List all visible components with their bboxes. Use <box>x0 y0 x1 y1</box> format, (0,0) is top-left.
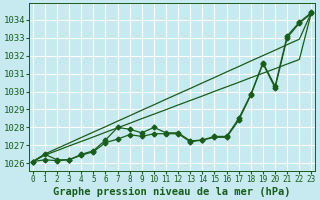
X-axis label: Graphe pression niveau de la mer (hPa): Graphe pression niveau de la mer (hPa) <box>53 186 291 197</box>
